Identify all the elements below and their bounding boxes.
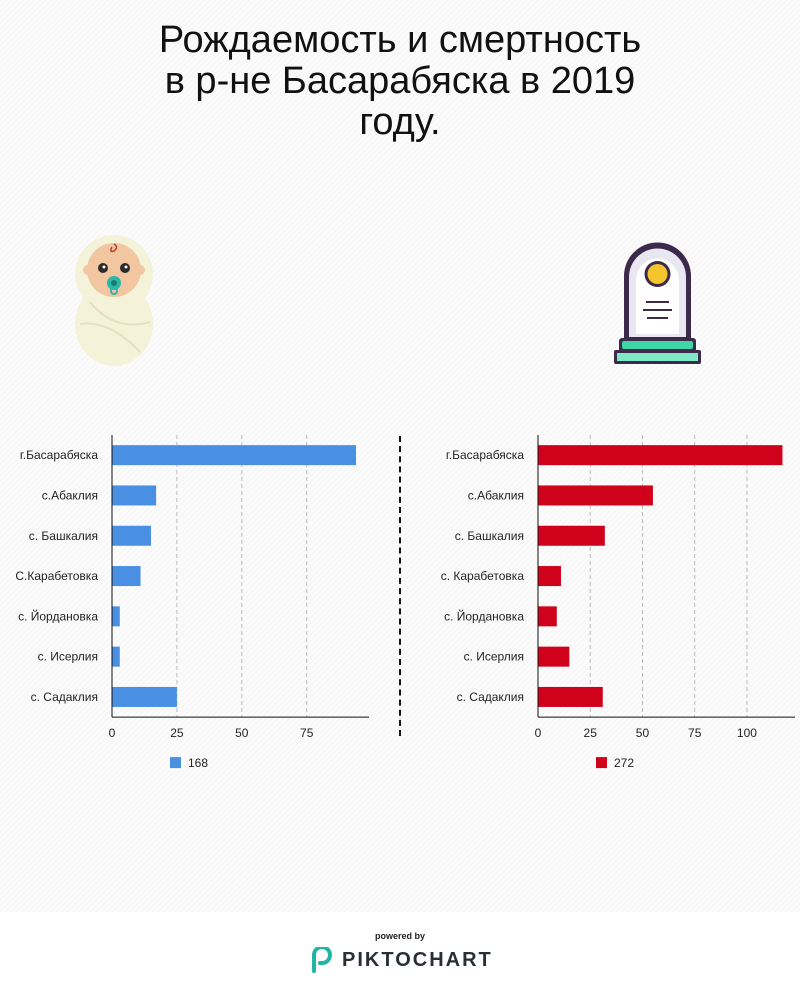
category-label: с. Садаклия <box>457 690 524 704</box>
x-tick-label: 100 <box>737 726 757 740</box>
x-tick-label: 25 <box>584 726 598 740</box>
legend-label: 272 <box>614 756 634 770</box>
x-tick-label: 25 <box>170 726 184 740</box>
category-label: с. Башкалия <box>29 529 98 543</box>
tombstone-icon <box>610 234 705 368</box>
axes <box>111 435 369 718</box>
bar <box>112 566 141 587</box>
category-label: г.Басарабяска <box>446 448 524 462</box>
legend: 168 <box>170 756 208 770</box>
baby-icon <box>70 232 160 368</box>
category-label: с. Башкалия <box>455 529 524 543</box>
legend-swatch <box>596 757 607 769</box>
piktochart-logo[interactable]: PIKTOCHART <box>310 946 493 974</box>
grid-lines <box>589 435 748 718</box>
category-label: с. Исерлия <box>464 650 524 664</box>
bar <box>538 646 570 667</box>
legend: 272 <box>596 756 634 770</box>
bar <box>112 686 177 707</box>
births-bar-chart: г.Басарабяска с.Абаклия с. Башкалия С.Караб… <box>15 435 369 770</box>
x-tick-label: 75 <box>300 726 314 740</box>
category-label: с.Абаклия <box>468 488 524 502</box>
x-tick-label: 50 <box>636 726 650 740</box>
deaths-bar-chart: г.Басарабяска с.Абаклия с. Башкалия с. Кара… <box>441 435 795 770</box>
bar <box>112 525 151 546</box>
chart-divider <box>399 436 401 736</box>
legend-label: 168 <box>188 756 208 770</box>
bars <box>538 445 783 707</box>
x-tick-label: 0 <box>109 726 116 740</box>
powered-by-text: powered by <box>374 931 425 941</box>
bar <box>538 566 561 587</box>
x-tick-label: 50 <box>235 726 249 740</box>
category-label: с.Абаклия <box>42 488 98 502</box>
legend-swatch <box>170 757 181 769</box>
x-tick-label: 75 <box>688 726 702 740</box>
category-label: С.Карабетовка <box>15 569 98 583</box>
bar <box>112 485 157 506</box>
bar <box>112 646 120 667</box>
bar <box>538 606 557 627</box>
axes <box>537 435 795 718</box>
bar <box>538 485 653 506</box>
bars <box>112 445 357 707</box>
bar <box>538 686 603 707</box>
piktochart-p-icon <box>312 947 333 973</box>
bar <box>112 445 357 466</box>
category-label: с. Йордановка <box>18 608 98 623</box>
category-label: с. Карабетовка <box>441 569 525 583</box>
x-tick-labels: 0 25 50 75 100 <box>535 726 758 740</box>
bar <box>112 606 120 627</box>
category-labels: г.Басарабяска с.Абаклия с. Башкалия С.Караб… <box>15 448 98 704</box>
bar <box>538 445 783 466</box>
category-label: с. Исерлия <box>38 650 98 664</box>
footer: powered by PIKTOCHART <box>0 912 800 992</box>
brand-name: PIKTOCHART <box>342 948 493 971</box>
x-tick-label: 0 <box>535 726 542 740</box>
grid-lines <box>176 435 308 718</box>
bar <box>538 525 605 546</box>
page-title: Рождаемость и смертность в р-не Басарабя… <box>158 19 642 143</box>
category-label: с. Йордановка <box>444 608 524 623</box>
x-tick-labels: 0 25 50 75 <box>109 726 314 740</box>
category-label: с. Садаклия <box>31 690 98 704</box>
category-labels: г.Басарабяска с.Абаклия с. Башкалия с. Кара… <box>441 448 525 704</box>
category-label: г.Басарабяска <box>20 448 98 462</box>
